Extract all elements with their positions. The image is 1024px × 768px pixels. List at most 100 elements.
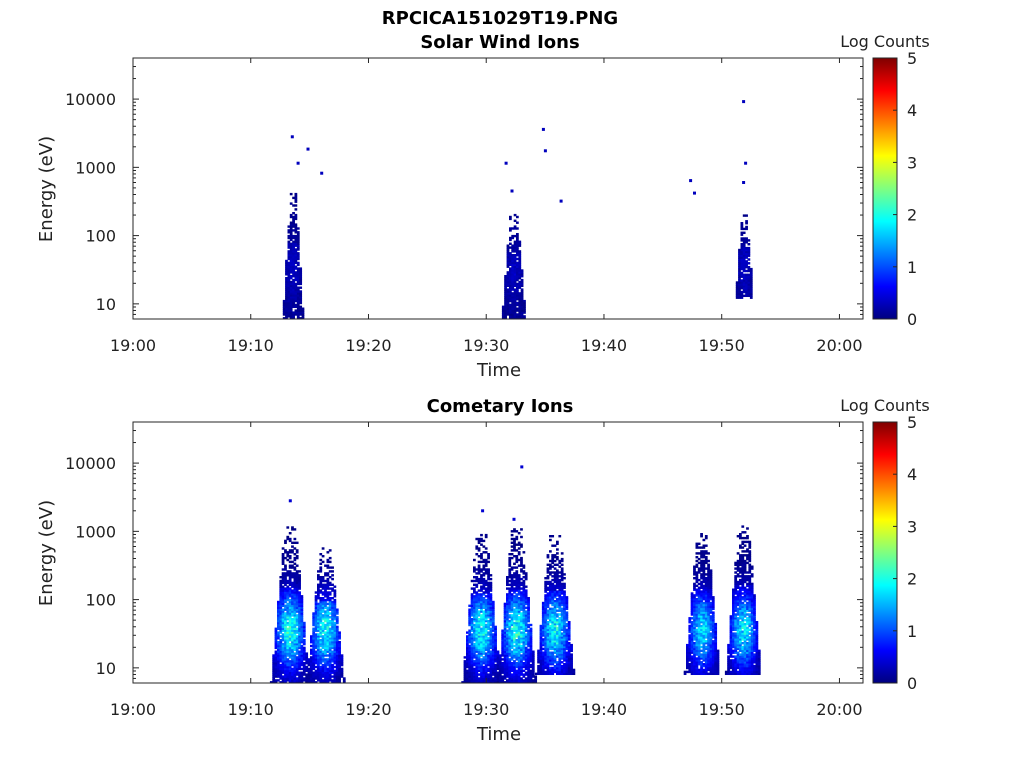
- spectrogram-cell: [510, 574, 514, 577]
- spectrogram-cell: [291, 574, 294, 577]
- spectrogram-cell: [745, 246, 748, 250]
- spectrogram-cell: [288, 549, 292, 552]
- spectrogram-cell: [702, 563, 706, 567]
- spectrogram-cell: [556, 613, 559, 616]
- spectrogram-cell: [510, 545, 514, 548]
- spectrogram-cell: [742, 269, 746, 273]
- spectrogram-cell: [292, 280, 295, 284]
- spectrogram-cell: [510, 675, 514, 678]
- spectrogram-cell: [510, 637, 514, 640]
- spectrogram-cell: [477, 614, 481, 617]
- spectrogram-cell: [314, 629, 318, 632]
- spectrogram-cell: [289, 229, 293, 232]
- spectrogram-cell: [328, 648, 332, 652]
- spectrogram-cell: [293, 610, 297, 613]
- spectrogram-cell: [508, 597, 512, 600]
- spectrogram-cell: [700, 640, 703, 643]
- spectrogram-cell: [279, 598, 283, 602]
- spectrogram-cell: [546, 599, 550, 603]
- spectrogram-cell: [285, 296, 288, 299]
- spectrogram-cell: [286, 637, 290, 640]
- spectrogram-cell: [524, 650, 528, 653]
- spectrogram-cell: [289, 309, 293, 312]
- spectrogram-cell: [285, 288, 288, 291]
- spectrogram-cell: [328, 641, 332, 644]
- spectrogram-cell: [335, 639, 339, 642]
- spectrogram-cell: [470, 675, 474, 678]
- spectrogram-cell: [729, 617, 733, 620]
- spectrogram-cell: [331, 669, 334, 673]
- spectrogram-cell: [310, 675, 313, 678]
- spectrogram-cell: [484, 671, 488, 674]
- spectrogram-cell: [284, 621, 287, 625]
- spectrogram-cell: [333, 629, 337, 632]
- spectrogram-cell: [707, 624, 710, 628]
- spectrogram-cell: [711, 666, 715, 670]
- spectrogram-cell: [501, 313, 505, 316]
- spectrogram-cell: [707, 659, 710, 662]
- spectrogram-cell: [742, 237, 746, 240]
- spectrogram-cell: [513, 255, 517, 259]
- spectrogram-cell: [529, 633, 533, 636]
- spectrogram-cell: [480, 660, 483, 663]
- spectrogram-cell: [326, 679, 330, 682]
- spectrogram-cell: [506, 633, 509, 636]
- spectrogram-cell: [289, 265, 293, 268]
- spectrogram-cell: [501, 642, 505, 646]
- spectrogram-cell: [565, 599, 569, 603]
- spectrogram-cell: [293, 654, 297, 657]
- spectrogram-cell: [300, 650, 304, 653]
- spectrogram-cell: [509, 255, 512, 259]
- spectrogram-cell: [558, 588, 562, 591]
- spectrogram-cell: [702, 670, 706, 674]
- spectrogram-cell: [480, 673, 483, 676]
- spectrogram-cell: [293, 669, 297, 673]
- spectrogram-cell: [709, 659, 713, 662]
- spectrogram-cell: [307, 658, 311, 661]
- spectrogram-cell: [539, 634, 543, 637]
- spectrogram-cell: [289, 296, 293, 299]
- spectrogram-cell: [520, 612, 523, 615]
- spectrogram-cell: [331, 614, 334, 617]
- spectrogram-cell: [693, 569, 696, 572]
- spectrogram-cell: [301, 307, 305, 310]
- spectrogram-cell: [690, 630, 694, 633]
- spectrogram-cell: [298, 606, 301, 610]
- spectrogram-cell: [317, 635, 320, 638]
- spectrogram-cell: [729, 640, 733, 643]
- spectrogram-cell: [551, 651, 555, 654]
- spectrogram-cell: [702, 617, 706, 620]
- spectrogram-cell: [690, 663, 694, 666]
- spectrogram-cell: [302, 631, 306, 634]
- spectrogram-cell: [295, 619, 299, 623]
- spectrogram-cell: [747, 275, 751, 278]
- spectrogram-cell: [524, 597, 528, 600]
- spectrogram-cell: [302, 627, 306, 631]
- spectrogram-cell: [732, 588, 735, 591]
- spectrogram-cell: [524, 658, 528, 661]
- spectrogram-cell: [508, 574, 512, 577]
- spectrogram-cell: [556, 638, 559, 641]
- y-tick-label: 10000: [65, 90, 116, 109]
- spectrogram-cell: [326, 591, 330, 594]
- spectrogram-cell: [293, 602, 297, 606]
- spectrogram-cell: [509, 311, 512, 314]
- spectrogram-cell: [477, 665, 481, 669]
- spectrogram-cell: [326, 673, 330, 676]
- spectrogram-cell: [292, 261, 295, 265]
- spectrogram-cell: [300, 616, 304, 619]
- spectrogram-cell: [740, 279, 744, 282]
- spectrogram-cell: [693, 668, 696, 672]
- spectrogram-cell: [501, 648, 505, 652]
- spectrogram-cell: [328, 591, 332, 594]
- solar-wind-ions-panel: Solar Wind Ions 19:00 19:10 19:20 19:30 19:4…: [36, 32, 930, 381]
- spectrogram-cell: [288, 593, 292, 596]
- spectrogram-cell: [282, 313, 286, 316]
- spectrogram-cell: [738, 294, 741, 298]
- spectrogram-cell: [541, 619, 545, 622]
- spectrogram-cell: [711, 628, 715, 632]
- spectrogram-cell: [326, 587, 330, 590]
- spectrogram-cell: [300, 635, 304, 638]
- spectrogram-cell: [711, 613, 715, 616]
- spectrogram-cell: [690, 628, 694, 632]
